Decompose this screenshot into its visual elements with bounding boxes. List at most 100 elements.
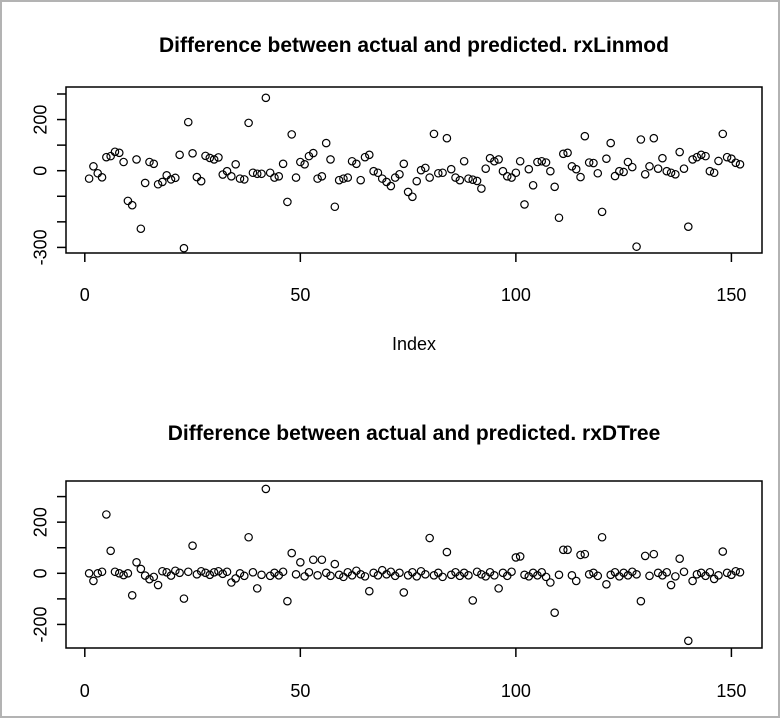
- x-tick-label: 150: [716, 681, 746, 701]
- data-point: [567, 571, 577, 580]
- data-point: [132, 558, 141, 567]
- data-point: [550, 182, 559, 192]
- data-point: [132, 155, 141, 164]
- data-point: [666, 168, 676, 178]
- data-point: [515, 552, 525, 561]
- data-point: [231, 160, 240, 169]
- data-point: [619, 167, 628, 177]
- data-point: [412, 176, 422, 186]
- data-point: [209, 155, 219, 164]
- data-point: [675, 554, 684, 564]
- data-point: [252, 584, 262, 593]
- y-tick-label: 200: [30, 105, 50, 135]
- data-point: [464, 174, 473, 183]
- data-point: [645, 162, 654, 171]
- data-point: [576, 172, 585, 182]
- data-point: [533, 157, 542, 167]
- data-point: [688, 576, 697, 586]
- data-point: [571, 164, 581, 174]
- data-point: [541, 158, 551, 167]
- data-point: [239, 571, 249, 581]
- data-point: [248, 168, 258, 178]
- data-point: [528, 180, 538, 190]
- data-point: [261, 93, 271, 103]
- data-point: [110, 567, 120, 577]
- data-point: [658, 153, 667, 163]
- data-point: [166, 571, 176, 580]
- data-point: [528, 568, 538, 578]
- data-point: [145, 574, 154, 584]
- data-point: [408, 192, 417, 202]
- data-point: [244, 118, 253, 128]
- data-point: [498, 166, 508, 176]
- data-point: [222, 567, 232, 577]
- data-point: [326, 571, 335, 581]
- data-point: [119, 570, 128, 580]
- data-point: [227, 172, 236, 181]
- data-point: [649, 133, 659, 143]
- data-point: [179, 243, 189, 253]
- data-point: [438, 572, 447, 582]
- data-point: [222, 166, 232, 176]
- data-point: [291, 173, 301, 182]
- data-point: [149, 159, 159, 169]
- data-point: [227, 578, 236, 587]
- data-point: [317, 172, 327, 181]
- data-point: [140, 178, 150, 188]
- data-point: [666, 580, 676, 590]
- data-point: [477, 570, 486, 579]
- data-point: [339, 572, 348, 582]
- data-point: [558, 545, 568, 555]
- data-point: [429, 571, 439, 580]
- data-point: [356, 175, 365, 185]
- data-point: [201, 151, 210, 161]
- y-tick-label: -200: [30, 606, 50, 642]
- data-point: [209, 567, 219, 577]
- data-point: [214, 566, 223, 576]
- scatter-plot-rxlinmod: 200 0 -300 0 50 100 150: [30, 86, 763, 305]
- data-point: [110, 147, 120, 157]
- data-point: [714, 156, 723, 166]
- data-point: [278, 567, 288, 577]
- data-point: [127, 200, 137, 210]
- data-point: [701, 151, 710, 161]
- data-point: [671, 572, 680, 581]
- data-point: [511, 553, 521, 562]
- data-point: [352, 159, 361, 169]
- data-point: [472, 176, 482, 186]
- data-point: [662, 567, 672, 577]
- x-tick-label: 100: [501, 285, 531, 305]
- data-point: [722, 568, 732, 578]
- data-point: [558, 149, 568, 159]
- data-point: [688, 155, 697, 164]
- plot-box: [65, 480, 763, 649]
- data-point: [283, 596, 292, 606]
- data-point: [619, 568, 628, 578]
- data-point: [623, 157, 633, 167]
- data-point: [365, 150, 374, 160]
- data-point: [102, 510, 111, 519]
- plot-box: [65, 86, 763, 254]
- data-point: [433, 568, 443, 578]
- data-point: [321, 138, 331, 148]
- data-point: [175, 150, 184, 160]
- data-point: [714, 571, 723, 580]
- y-tick-label: 0: [30, 568, 50, 578]
- data-point: [584, 158, 594, 167]
- data-point: [507, 567, 516, 577]
- data-point: [330, 202, 340, 212]
- data-point: [602, 579, 611, 589]
- data-point: [683, 222, 693, 231]
- x-tick-label: 0: [80, 285, 90, 305]
- data-point: [106, 151, 115, 161]
- scatter-plot-rxdtree: 200 0 -200 0 50 100 150: [30, 480, 763, 701]
- data-point: [451, 173, 460, 182]
- data-point: [653, 568, 663, 578]
- data-point: [403, 187, 413, 197]
- data-point: [399, 159, 409, 169]
- data-point: [360, 152, 370, 162]
- data-point: [97, 173, 107, 182]
- data-point: [580, 549, 590, 559]
- x-axis-label-index: Index: [392, 334, 436, 354]
